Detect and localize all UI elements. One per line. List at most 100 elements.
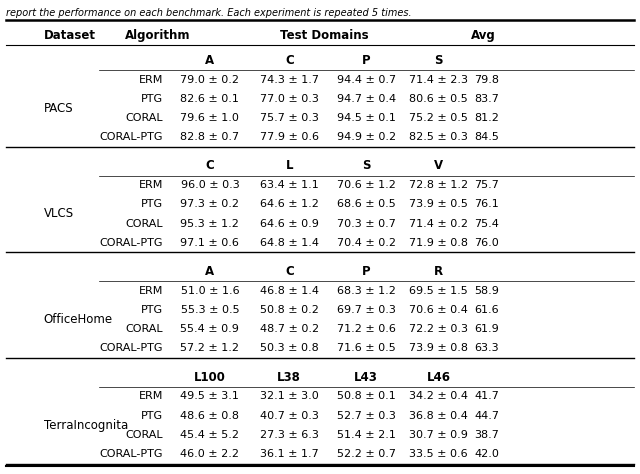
Text: 97.1 ± 0.6: 97.1 ± 0.6 [180, 238, 239, 248]
Text: CORAL: CORAL [125, 430, 163, 440]
Text: CORAL-PTG: CORAL-PTG [100, 343, 163, 353]
Text: 45.4 ± 5.2: 45.4 ± 5.2 [180, 430, 239, 440]
Text: 70.6 ± 0.4: 70.6 ± 0.4 [409, 305, 468, 315]
Text: 76.1: 76.1 [474, 200, 499, 210]
Text: 71.4 ± 2.3: 71.4 ± 2.3 [409, 74, 468, 84]
Text: 48.6 ± 0.8: 48.6 ± 0.8 [180, 410, 239, 420]
Text: 36.8 ± 0.4: 36.8 ± 0.4 [409, 410, 468, 420]
Text: 73.9 ± 0.5: 73.9 ± 0.5 [409, 200, 468, 210]
Text: 94.4 ± 0.7: 94.4 ± 0.7 [337, 74, 396, 84]
Text: 69.5 ± 1.5: 69.5 ± 1.5 [409, 286, 468, 296]
Text: P: P [362, 54, 371, 67]
Text: A: A [205, 54, 214, 67]
Text: 94.9 ± 0.2: 94.9 ± 0.2 [337, 132, 396, 142]
Text: 71.2 ± 0.6: 71.2 ± 0.6 [337, 324, 396, 334]
Text: 80.6 ± 0.5: 80.6 ± 0.5 [409, 94, 468, 104]
Text: 58.9: 58.9 [474, 286, 499, 296]
Text: 79.6 ± 1.0: 79.6 ± 1.0 [180, 113, 239, 123]
Text: 84.5: 84.5 [474, 132, 499, 142]
Text: 64.8 ± 1.4: 64.8 ± 1.4 [260, 238, 319, 248]
Text: PTG: PTG [141, 410, 163, 420]
Text: 75.7 ± 0.3: 75.7 ± 0.3 [260, 113, 319, 123]
Text: 34.2 ± 0.4: 34.2 ± 0.4 [409, 392, 468, 401]
Text: C: C [285, 265, 294, 278]
Text: 63.3: 63.3 [475, 343, 499, 353]
Text: 81.2: 81.2 [474, 113, 499, 123]
Text: A: A [205, 265, 214, 278]
Text: ERM: ERM [139, 180, 163, 190]
Text: L46: L46 [426, 371, 451, 383]
Text: PTG: PTG [141, 94, 163, 104]
Text: Avg: Avg [471, 29, 496, 42]
Text: 94.7 ± 0.4: 94.7 ± 0.4 [337, 94, 396, 104]
Text: 51.4 ± 2.1: 51.4 ± 2.1 [337, 430, 396, 440]
Text: 82.6 ± 0.1: 82.6 ± 0.1 [180, 94, 239, 104]
Text: CORAL-PTG: CORAL-PTG [100, 238, 163, 248]
Text: 71.6 ± 0.5: 71.6 ± 0.5 [337, 343, 396, 353]
Text: 61.6: 61.6 [475, 305, 499, 315]
Text: R: R [434, 265, 443, 278]
Text: 73.9 ± 0.8: 73.9 ± 0.8 [409, 343, 468, 353]
Text: Algorithm: Algorithm [125, 29, 190, 42]
Text: 52.2 ± 0.7: 52.2 ± 0.7 [337, 449, 396, 459]
Text: L: L [285, 159, 293, 173]
Text: 46.0 ± 2.2: 46.0 ± 2.2 [180, 449, 239, 459]
Text: L100: L100 [194, 371, 226, 383]
Text: 68.3 ± 1.2: 68.3 ± 1.2 [337, 286, 396, 296]
Text: 49.5 ± 3.1: 49.5 ± 3.1 [180, 392, 239, 401]
Text: 96.0 ± 0.3: 96.0 ± 0.3 [180, 180, 239, 190]
Text: 48.7 ± 0.2: 48.7 ± 0.2 [260, 324, 319, 334]
Text: 40.7 ± 0.3: 40.7 ± 0.3 [260, 410, 319, 420]
Text: 46.8 ± 1.4: 46.8 ± 1.4 [260, 286, 319, 296]
Text: 42.0: 42.0 [474, 449, 499, 459]
Text: CORAL: CORAL [125, 219, 163, 228]
Text: 77.9 ± 0.6: 77.9 ± 0.6 [260, 132, 319, 142]
Text: 55.4 ± 0.9: 55.4 ± 0.9 [180, 324, 239, 334]
Text: 33.5 ± 0.6: 33.5 ± 0.6 [409, 449, 468, 459]
Text: P: P [362, 265, 371, 278]
Text: 75.2 ± 0.5: 75.2 ± 0.5 [409, 113, 468, 123]
Text: 76.0: 76.0 [474, 238, 499, 248]
Text: VLCS: VLCS [44, 208, 74, 220]
Text: 61.9: 61.9 [474, 324, 499, 334]
Text: 95.3 ± 1.2: 95.3 ± 1.2 [180, 219, 239, 228]
Text: 70.4 ± 0.2: 70.4 ± 0.2 [337, 238, 396, 248]
Text: Dataset: Dataset [44, 29, 95, 42]
Text: report the performance on each benchmark. Each experiment is repeated 5 times.: report the performance on each benchmark… [6, 8, 412, 18]
Text: 41.7: 41.7 [474, 392, 499, 401]
Text: 68.6 ± 0.5: 68.6 ± 0.5 [337, 200, 396, 210]
Text: CORAL: CORAL [125, 113, 163, 123]
Text: 64.6 ± 0.9: 64.6 ± 0.9 [260, 219, 319, 228]
Text: 79.8: 79.8 [474, 74, 499, 84]
Text: 50.8 ± 0.2: 50.8 ± 0.2 [260, 305, 319, 315]
Text: V: V [434, 159, 443, 173]
Text: 82.8 ± 0.7: 82.8 ± 0.7 [180, 132, 239, 142]
Text: 32.1 ± 3.0: 32.1 ± 3.0 [260, 392, 319, 401]
Text: C: C [205, 159, 214, 173]
Text: 74.3 ± 1.7: 74.3 ± 1.7 [260, 74, 319, 84]
Text: 70.3 ± 0.7: 70.3 ± 0.7 [337, 219, 396, 228]
Text: 44.7: 44.7 [474, 410, 499, 420]
Text: 79.0 ± 0.2: 79.0 ± 0.2 [180, 74, 239, 84]
Text: 82.5 ± 0.3: 82.5 ± 0.3 [409, 132, 468, 142]
Text: 50.3 ± 0.8: 50.3 ± 0.8 [260, 343, 319, 353]
Text: S: S [362, 159, 371, 173]
Text: CORAL: CORAL [125, 324, 163, 334]
Text: 27.3 ± 6.3: 27.3 ± 6.3 [260, 430, 319, 440]
Text: TerraIncognita: TerraIncognita [44, 419, 128, 432]
Text: CORAL-PTG: CORAL-PTG [100, 132, 163, 142]
Text: 71.9 ± 0.8: 71.9 ± 0.8 [409, 238, 468, 248]
Text: PACS: PACS [44, 102, 73, 115]
Text: C: C [285, 54, 294, 67]
Text: 52.7 ± 0.3: 52.7 ± 0.3 [337, 410, 396, 420]
Text: 70.6 ± 1.2: 70.6 ± 1.2 [337, 180, 396, 190]
Text: CORAL-PTG: CORAL-PTG [100, 449, 163, 459]
Text: 83.7: 83.7 [474, 94, 499, 104]
Text: 94.5 ± 0.1: 94.5 ± 0.1 [337, 113, 396, 123]
Text: 69.7 ± 0.3: 69.7 ± 0.3 [337, 305, 396, 315]
Text: L38: L38 [277, 371, 301, 383]
Text: 30.7 ± 0.9: 30.7 ± 0.9 [409, 430, 468, 440]
Text: 75.7: 75.7 [474, 180, 499, 190]
Text: 72.2 ± 0.3: 72.2 ± 0.3 [409, 324, 468, 334]
Text: 57.2 ± 1.2: 57.2 ± 1.2 [180, 343, 239, 353]
